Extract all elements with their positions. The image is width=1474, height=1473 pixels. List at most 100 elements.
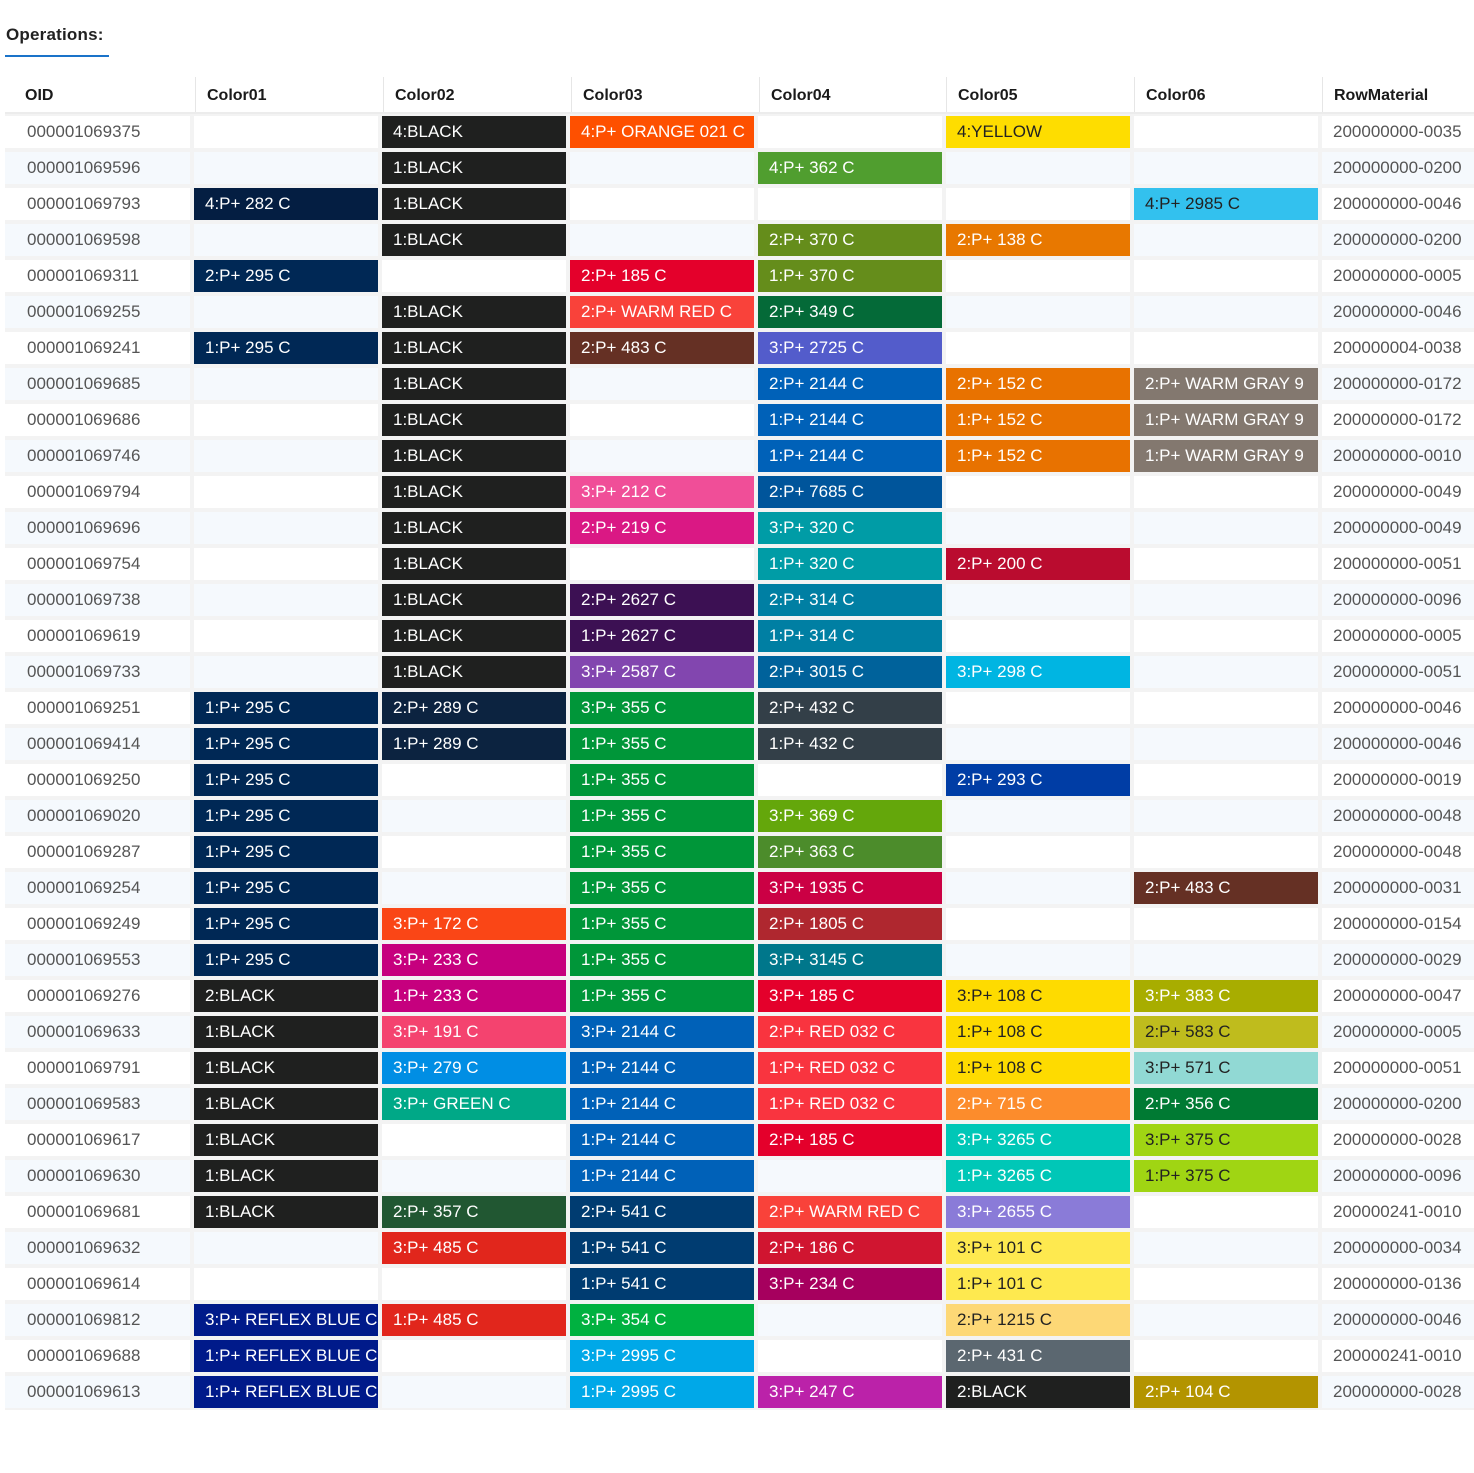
column-header-color06[interactable]: Color06 xyxy=(1134,77,1322,112)
table-row[interactable]: 000001069583 1:BLACK 3:P+ GREEN C 1:P+ 2144… xyxy=(5,1086,1474,1122)
table-row[interactable]: 000001069632 3:P+ 485 C 1:P+ 541 C 2:P+ 186… xyxy=(5,1230,1474,1266)
color-swatch-cell: 3:P+ 279 C xyxy=(382,1052,566,1084)
table-row[interactable]: 000001069633 1:BLACK 3:P+ 191 C 3:P+ 2144 C… xyxy=(5,1014,1474,1050)
color-swatch-cell: 2:P+ 104 C xyxy=(1134,1376,1318,1408)
table-row[interactable]: 000001069688 1:P+ REFLEX BLUE C 3:P+ 2995 … xyxy=(5,1338,1474,1374)
table-row[interactable]: 000001069596 1:BLACK 4:P+ 362 C 200000000-0… xyxy=(5,150,1474,186)
table-row[interactable]: 000001069250 1:P+ 295 C 1:P+ 355 C 2:P+ 293… xyxy=(5,762,1474,798)
column-header-color01[interactable]: Color01 xyxy=(195,77,383,112)
table-row[interactable]: 000001069754 1:BLACK 1:P+ 320 C 2:P+ 200 C 2… xyxy=(5,546,1474,582)
empty-color-cell xyxy=(1134,1196,1318,1228)
table-row[interactable]: 000001069686 1:BLACK 1:P+ 2144 C 1:P+ 152 C… xyxy=(5,402,1474,438)
oid-cell: 000001069553 xyxy=(5,944,190,976)
table-row[interactable]: 000001069287 1:P+ 295 C 1:P+ 355 C 2:P+ 363… xyxy=(5,834,1474,870)
row-material-cell: 200000000-0010 xyxy=(1322,440,1474,472)
empty-color-cell xyxy=(1134,1340,1318,1372)
table-row[interactable]: 000001069553 1:P+ 295 C 3:P+ 233 C 1:P+ 355… xyxy=(5,942,1474,978)
color-swatch-cell: 2:P+ 219 C xyxy=(570,512,754,544)
color-swatch-cell: 1:P+ REFLEX BLUE C xyxy=(194,1376,378,1408)
table-row[interactable]: 000001069254 1:P+ 295 C 1:P+ 355 C 3:P+ 193… xyxy=(5,870,1474,906)
color-swatch-cell: 1:BLACK xyxy=(382,548,566,580)
table-row[interactable]: 000001069738 1:BLACK 2:P+ 2627 C 2:P+ 314 C… xyxy=(5,582,1474,618)
table-row[interactable]: 000001069613 1:P+ REFLEX BLUE C 1:P+ 2995 … xyxy=(5,1374,1474,1410)
column-header-color04[interactable]: Color04 xyxy=(759,77,946,112)
table-row[interactable]: 000001069255 1:BLACK 2:P+ WARM RED C 2:P+ 3… xyxy=(5,294,1474,330)
row-material-cell: 200000000-0019 xyxy=(1322,764,1474,796)
table-row[interactable]: 000001069630 1:BLACK 1:P+ 2144 C 1:P+ 3265 … xyxy=(5,1158,1474,1194)
row-material-cell: 200000000-0048 xyxy=(1322,836,1474,868)
table-row[interactable]: 000001069617 1:BLACK 1:P+ 2144 C 2:P+ 185 C… xyxy=(5,1122,1474,1158)
color-swatch-cell: 1:P+ 541 C xyxy=(570,1232,754,1264)
color-swatch-cell: 1:BLACK xyxy=(382,584,566,616)
table-row[interactable]: 000001069414 1:P+ 295 C 1:P+ 289 C 1:P+ 355… xyxy=(5,726,1474,762)
color-swatch-cell: 1:P+ 2144 C xyxy=(758,404,942,436)
color-swatch-cell: 1:P+ RED 032 C xyxy=(758,1088,942,1120)
color-swatch-cell: 1:BLACK xyxy=(382,440,566,472)
row-material-cell: 200000000-0046 xyxy=(1322,692,1474,724)
oid-cell: 000001069251 xyxy=(5,692,190,724)
column-header-color03[interactable]: Color03 xyxy=(571,77,759,112)
row-material-cell: 200000000-0048 xyxy=(1322,800,1474,832)
table-row[interactable]: 000001069020 1:P+ 295 C 1:P+ 355 C 3:P+ 369… xyxy=(5,798,1474,834)
empty-color-cell xyxy=(194,584,378,616)
color-swatch-cell: 2:P+ 289 C xyxy=(382,692,566,724)
table-row[interactable]: 000001069249 1:P+ 295 C 3:P+ 172 C 1:P+ 355… xyxy=(5,906,1474,942)
oid-cell: 000001069598 xyxy=(5,224,190,256)
row-material-cell: 200000000-0046 xyxy=(1322,1304,1474,1336)
table-row[interactable]: 000001069598 1:BLACK 2:P+ 370 C 2:P+ 138 C 2… xyxy=(5,222,1474,258)
table-row[interactable]: 000001069794 1:BLACK 3:P+ 212 C 2:P+ 7685 C… xyxy=(5,474,1474,510)
row-material-cell: 200000000-0029 xyxy=(1322,944,1474,976)
color-swatch-cell: 1:P+ 101 C xyxy=(946,1268,1130,1300)
table-row[interactable]: 000001069311 2:P+ 295 C 2:P+ 185 C 1:P+ 370… xyxy=(5,258,1474,294)
table-row[interactable]: 000001069375 4:BLACK 4:P+ ORANGE 021 C 4:YE… xyxy=(5,114,1474,150)
column-header-color02[interactable]: Color02 xyxy=(383,77,571,112)
color-swatch-cell: 3:P+ 234 C xyxy=(758,1268,942,1300)
empty-color-cell xyxy=(570,404,754,436)
empty-color-cell xyxy=(1134,116,1318,148)
column-header-color05[interactable]: Color05 xyxy=(946,77,1134,112)
table-row[interactable]: 000001069746 1:BLACK 1:P+ 2144 C 1:P+ 152 C… xyxy=(5,438,1474,474)
table-row[interactable]: 000001069251 1:P+ 295 C 2:P+ 289 C 3:P+ 355… xyxy=(5,690,1474,726)
color-swatch-cell: 1:P+ 320 C xyxy=(758,548,942,580)
table-row[interactable]: 000001069793 4:P+ 282 C 1:BLACK 4:P+ 2985 C… xyxy=(5,186,1474,222)
table-row[interactable]: 000001069791 1:BLACK 3:P+ 279 C 1:P+ 2144 C… xyxy=(5,1050,1474,1086)
color-swatch-cell: 1:P+ 314 C xyxy=(758,620,942,652)
table-row[interactable]: 000001069733 1:BLACK 3:P+ 2587 C 2:P+ 3015 … xyxy=(5,654,1474,690)
empty-color-cell xyxy=(1134,1304,1318,1336)
color-swatch-cell: 3:P+ 2725 C xyxy=(758,332,942,364)
empty-color-cell xyxy=(946,584,1130,616)
table-row[interactable]: 000001069812 3:P+ REFLEX BLUE C 1:P+ 485 C… xyxy=(5,1302,1474,1338)
empty-color-cell xyxy=(1134,800,1318,832)
table-row[interactable]: 000001069619 1:BLACK 1:P+ 2627 C 1:P+ 314 C… xyxy=(5,618,1474,654)
empty-color-cell xyxy=(1134,332,1318,364)
table-row[interactable]: 000001069696 1:BLACK 2:P+ 219 C 3:P+ 320 C 2… xyxy=(5,510,1474,546)
table-row[interactable]: 000001069614 1:P+ 541 C 3:P+ 234 C 1:P+ 101… xyxy=(5,1266,1474,1302)
color-swatch-cell: 3:P+ 2995 C xyxy=(570,1340,754,1372)
color-swatch-cell: 1:BLACK xyxy=(382,224,566,256)
color-swatch-cell: 1:P+ 2144 C xyxy=(570,1052,754,1084)
oid-cell: 000001069254 xyxy=(5,872,190,904)
column-header-rowmaterial[interactable]: RowMaterial xyxy=(1322,77,1474,112)
title-underline xyxy=(5,55,109,57)
color-swatch-cell: 3:P+ 298 C xyxy=(946,656,1130,688)
column-header-oid[interactable]: OID xyxy=(25,87,54,104)
operations-table: OID Color01 Color02 Color03 Color04 Color05 Co… xyxy=(5,77,1474,1410)
color-swatch-cell: 1:P+ 375 C xyxy=(1134,1160,1318,1192)
empty-color-cell xyxy=(946,188,1130,220)
empty-color-cell xyxy=(946,728,1130,760)
color-swatch-cell: 3:P+ 2587 C xyxy=(570,656,754,688)
table-row[interactable]: 000001069685 1:BLACK 2:P+ 2144 C 2:P+ 152 C… xyxy=(5,366,1474,402)
empty-color-cell xyxy=(1134,620,1318,652)
oid-cell: 000001069688 xyxy=(5,1340,190,1372)
empty-color-cell xyxy=(758,1340,942,1372)
row-material-cell: 200000000-0200 xyxy=(1322,152,1474,184)
empty-color-cell xyxy=(194,1268,378,1300)
oid-cell: 000001069250 xyxy=(5,764,190,796)
color-swatch-cell: 2:P+ 356 C xyxy=(1134,1088,1318,1120)
empty-color-cell xyxy=(946,512,1130,544)
color-swatch-cell: 2:P+ RED 032 C xyxy=(758,1016,942,1048)
row-material-cell: 200000000-0049 xyxy=(1322,476,1474,508)
